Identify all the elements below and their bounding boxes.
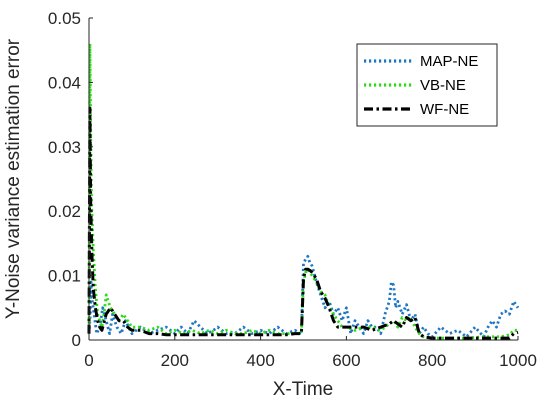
x-tick-label: 200 bbox=[161, 351, 189, 370]
x-tick-label: 800 bbox=[418, 351, 446, 370]
series-layer bbox=[87, 42, 520, 340]
series-line-wf-ne bbox=[87, 106, 519, 340]
y-axis-label: Y-Noise variance estimation error bbox=[3, 38, 24, 319]
x-tick-label: 1000 bbox=[499, 351, 537, 370]
y-tick-label: 0.02 bbox=[48, 202, 81, 221]
y-tick-label: 0.01 bbox=[48, 267, 81, 286]
ticks-layer: 0 200 400 600 800 1000 0 0.01 0.02 0.03 0.04 0.05 bbox=[48, 9, 537, 370]
x-tick-label: 400 bbox=[246, 351, 274, 370]
x-tick-label: 0 bbox=[84, 351, 93, 370]
x-axis-label: X-Time bbox=[273, 379, 334, 400]
x-tick-label: 600 bbox=[332, 351, 360, 370]
legend: MAP-NE VB-NE WF-NE bbox=[356, 43, 498, 127]
legend-box bbox=[356, 43, 498, 127]
y-tick-label: 0.05 bbox=[48, 9, 81, 28]
legend-label-vb-ne: VB-NE bbox=[420, 77, 466, 94]
y-tick-label: 0.04 bbox=[48, 73, 81, 92]
y-tick-label: 0.03 bbox=[48, 138, 81, 157]
axes-layer bbox=[88, 18, 518, 341]
y-tick-label: 0 bbox=[72, 331, 81, 350]
legend-label-wf-ne: WF-NE bbox=[420, 101, 469, 118]
legend-label-map-ne: MAP-NE bbox=[420, 53, 478, 70]
